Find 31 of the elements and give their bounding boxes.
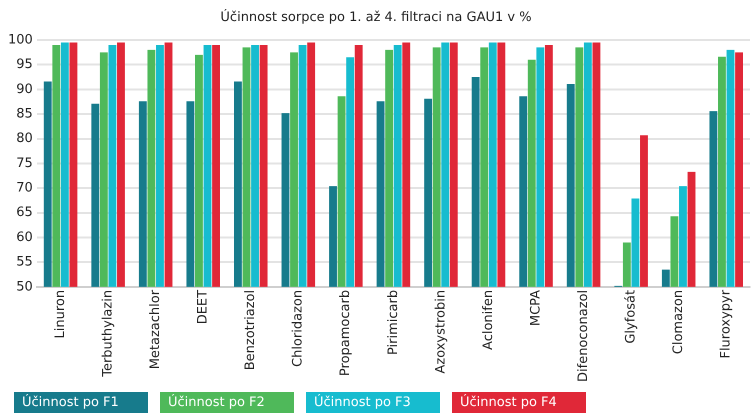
y-tick-label: 85 — [16, 106, 33, 122]
x-tick-label: MCPA — [528, 290, 544, 326]
x-tick-label: Azoxystrobin — [433, 290, 448, 374]
y-tick-label: 60 — [16, 230, 33, 245]
series-label: Účinnost po F4 — [452, 392, 586, 413]
x-tick-label: Propamocarb — [338, 290, 354, 376]
x-tick-label: Pirimicarb — [386, 290, 401, 356]
x-tick-label: Terbuthylazin — [100, 290, 116, 378]
y-tick-label: 90 — [16, 82, 33, 97]
y-tick-label: 80 — [16, 131, 33, 146]
x-tick-label: Chloridazon — [290, 290, 306, 367]
x-tick-label: Fluroxypyr — [718, 289, 734, 359]
series-label: Účinnost po F1 — [14, 392, 148, 413]
x-tick-label: Clomazon — [671, 290, 686, 354]
y-tick-label: 70 — [16, 180, 33, 196]
y-tick-label: 75 — [16, 156, 33, 171]
x-tick-label: Linuron — [52, 290, 68, 339]
y-tick-label: 55 — [16, 254, 33, 270]
y-tick-label: 50 — [16, 279, 33, 294]
x-tick-label: Aclonifen — [480, 290, 496, 350]
series-label: Účinnost po F3 — [306, 392, 440, 413]
y-tick-label: 95 — [16, 57, 33, 72]
x-tick-label: Glyfosát — [624, 290, 639, 344]
x-tick-label: Benzotriazol — [243, 290, 258, 370]
x-tick-label: DEET — [196, 290, 211, 324]
x-tick-label: Metazachlor — [148, 289, 164, 370]
chart-title: Účinnost sorpce po 1. až 4. filtraci na GAU1 v % — [219, 10, 533, 25]
x-tick-label: Difenoconazol — [576, 290, 591, 382]
y-tick-label: 65 — [16, 205, 33, 220]
y-tick-label: 100 — [8, 32, 33, 48]
series-label: Účinnost po F2 — [160, 392, 294, 413]
